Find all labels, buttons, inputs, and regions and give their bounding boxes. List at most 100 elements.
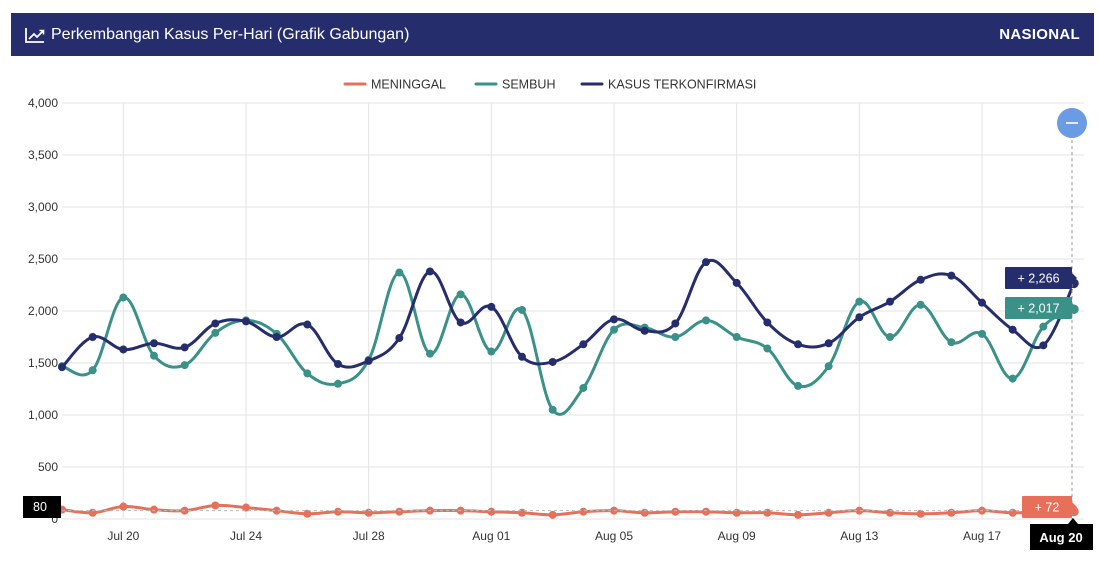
data-point[interactable] bbox=[487, 347, 496, 356]
data-point[interactable] bbox=[548, 405, 557, 414]
data-point[interactable] bbox=[732, 333, 741, 341]
data-point[interactable] bbox=[916, 509, 925, 518]
data-point[interactable] bbox=[518, 305, 526, 314]
data-point[interactable] bbox=[150, 351, 158, 360]
legend-item-sembuh[interactable]: SEMBUH bbox=[474, 78, 555, 92]
data-point[interactable] bbox=[119, 345, 128, 354]
data-point[interactable] bbox=[763, 508, 772, 517]
data-point[interactable] bbox=[334, 379, 342, 388]
data-point[interactable] bbox=[763, 318, 772, 327]
data-point[interactable] bbox=[150, 505, 158, 514]
data-point[interactable] bbox=[886, 297, 894, 306]
data-point[interactable] bbox=[364, 508, 373, 517]
data-point[interactable] bbox=[610, 315, 618, 324]
data-point[interactable] bbox=[1008, 508, 1017, 517]
data-point[interactable] bbox=[732, 278, 741, 287]
data-point[interactable] bbox=[610, 325, 618, 334]
data-point[interactable] bbox=[119, 502, 128, 511]
data-point[interactable] bbox=[671, 319, 680, 328]
data-point[interactable] bbox=[671, 333, 680, 341]
data-point[interactable] bbox=[855, 506, 864, 515]
data-point[interactable] bbox=[548, 357, 557, 366]
data-point[interactable] bbox=[794, 381, 802, 390]
data-point[interactable] bbox=[671, 507, 680, 516]
data-point[interactable] bbox=[456, 290, 465, 299]
data-point[interactable] bbox=[364, 356, 373, 365]
y-tick-label: 4,000 bbox=[28, 96, 58, 110]
data-point[interactable] bbox=[211, 319, 220, 328]
data-point[interactable] bbox=[916, 275, 925, 284]
data-point[interactable] bbox=[702, 316, 710, 325]
data-point[interactable] bbox=[334, 507, 342, 516]
data-point[interactable] bbox=[518, 508, 526, 517]
data-point[interactable] bbox=[824, 508, 833, 517]
data-point[interactable] bbox=[732, 508, 741, 517]
data-point[interactable] bbox=[947, 271, 956, 280]
data-point[interactable] bbox=[334, 360, 342, 369]
data-point[interactable] bbox=[242, 317, 250, 326]
data-point[interactable] bbox=[794, 340, 802, 349]
legend-item-kasus-terkonfirmasi[interactable]: KASUS TERKONFIRMASI bbox=[580, 78, 756, 92]
data-point[interactable] bbox=[395, 334, 404, 343]
x-tick-label: Aug 17 bbox=[963, 529, 1001, 543]
data-point[interactable] bbox=[763, 344, 772, 353]
data-point[interactable] bbox=[947, 508, 956, 517]
data-point[interactable] bbox=[211, 328, 220, 337]
data-point[interactable] bbox=[518, 352, 526, 361]
data-point[interactable] bbox=[947, 338, 956, 347]
data-point[interactable] bbox=[579, 507, 588, 516]
data-point[interactable] bbox=[978, 329, 986, 338]
data-point[interactable] bbox=[886, 333, 894, 341]
data-point[interactable] bbox=[395, 507, 404, 516]
tooltip-text: + 2,266 bbox=[1017, 272, 1059, 286]
data-point[interactable] bbox=[272, 333, 281, 341]
data-point[interactable] bbox=[824, 362, 833, 371]
tooltip-pointer bbox=[1072, 502, 1077, 512]
zoom-reset-button[interactable] bbox=[1057, 108, 1087, 138]
y-tick-label: 3,000 bbox=[28, 200, 58, 214]
data-point[interactable] bbox=[702, 507, 710, 516]
data-point[interactable] bbox=[58, 363, 66, 372]
data-point[interactable] bbox=[303, 369, 312, 378]
data-point[interactable] bbox=[426, 349, 434, 358]
data-point[interactable] bbox=[487, 507, 496, 516]
data-point[interactable] bbox=[395, 268, 404, 277]
data-point[interactable] bbox=[548, 510, 557, 519]
data-point[interactable] bbox=[303, 320, 312, 329]
data-point[interactable] bbox=[119, 293, 128, 302]
x-tick-label: Jul 28 bbox=[353, 529, 385, 543]
data-point[interactable] bbox=[180, 361, 189, 370]
data-point[interactable] bbox=[886, 508, 894, 517]
data-point[interactable] bbox=[855, 297, 864, 306]
data-point[interactable] bbox=[150, 339, 158, 348]
data-point[interactable] bbox=[242, 503, 250, 512]
data-point[interactable] bbox=[978, 298, 986, 307]
data-point[interactable] bbox=[794, 510, 802, 519]
data-point[interactable] bbox=[855, 313, 864, 322]
data-point[interactable] bbox=[916, 300, 925, 309]
tooltip-sembuh: + 2,017 bbox=[1005, 297, 1077, 319]
data-point[interactable] bbox=[702, 258, 710, 267]
data-point[interactable] bbox=[487, 302, 496, 311]
data-point[interactable] bbox=[579, 340, 588, 349]
data-point[interactable] bbox=[272, 506, 281, 515]
data-point[interactable] bbox=[1039, 341, 1048, 350]
data-point[interactable] bbox=[1039, 322, 1048, 331]
tooltip-pointer bbox=[1072, 273, 1077, 283]
data-point[interactable] bbox=[180, 343, 189, 352]
legend-item-meninggal[interactable]: MENINGGAL bbox=[343, 78, 446, 92]
data-point[interactable] bbox=[640, 508, 649, 517]
data-point[interactable] bbox=[426, 267, 434, 276]
data-point[interactable] bbox=[579, 383, 588, 392]
data-point[interactable] bbox=[303, 509, 312, 518]
data-point[interactable] bbox=[88, 333, 97, 341]
data-point[interactable] bbox=[88, 366, 97, 375]
data-point[interactable] bbox=[824, 339, 833, 348]
page-title: Perkembangan Kasus Per-Hari (Grafik Gabu… bbox=[51, 25, 410, 43]
data-point[interactable] bbox=[211, 501, 220, 510]
data-point[interactable] bbox=[1008, 325, 1017, 334]
data-point[interactable] bbox=[456, 318, 465, 327]
data-point[interactable] bbox=[88, 508, 97, 517]
data-point[interactable] bbox=[640, 326, 649, 335]
data-point[interactable] bbox=[1008, 374, 1017, 383]
